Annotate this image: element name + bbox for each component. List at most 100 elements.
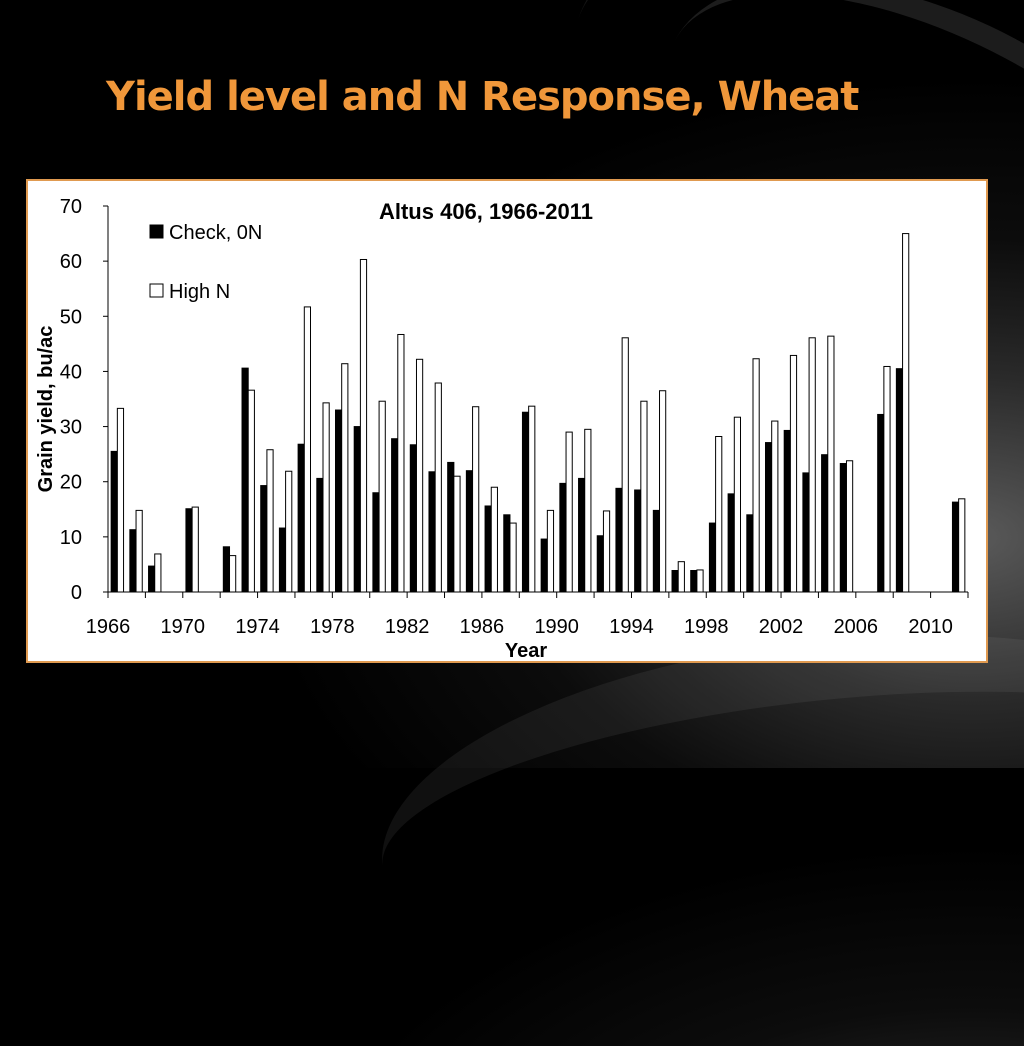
bar-high-n bbox=[584, 428, 592, 593]
bar-high-n bbox=[434, 382, 442, 593]
bar-check bbox=[447, 461, 455, 593]
legend-label-check: Check, 0N bbox=[169, 222, 262, 244]
bar-high-n bbox=[808, 337, 816, 593]
bar-check bbox=[559, 482, 567, 593]
bar-high-n bbox=[229, 555, 237, 593]
bar-check bbox=[671, 569, 679, 593]
y-tick-label: 10 bbox=[60, 527, 82, 549]
x-tick-label: 1994 bbox=[609, 616, 654, 638]
bar-high-n bbox=[845, 460, 854, 593]
bar-high-n bbox=[715, 435, 723, 593]
bars bbox=[110, 233, 966, 593]
bar-check bbox=[316, 477, 324, 593]
bar-high-n bbox=[285, 470, 293, 593]
bar-check bbox=[465, 470, 474, 593]
y-tick-label: 0 bbox=[71, 582, 82, 604]
bar-high-n bbox=[958, 498, 966, 593]
bar-check bbox=[521, 411, 530, 593]
bar-check bbox=[690, 569, 698, 593]
bar-check bbox=[372, 492, 380, 593]
bar-high-n bbox=[696, 569, 704, 593]
bar-check bbox=[746, 514, 754, 593]
bar-high-n bbox=[247, 389, 255, 593]
legend: Check, 0N High N bbox=[149, 222, 262, 303]
y-tick-label: 60 bbox=[60, 251, 82, 273]
bar-high-n bbox=[602, 510, 611, 593]
bar-check bbox=[578, 477, 586, 593]
bar-check bbox=[727, 493, 735, 593]
bar-check bbox=[409, 444, 417, 593]
legend-swatch-high-n bbox=[149, 283, 164, 298]
y-tick-label: 20 bbox=[60, 472, 82, 494]
bar-high-n bbox=[902, 233, 910, 593]
x-tick-label: 1990 bbox=[534, 616, 579, 638]
x-tick-label: 1978 bbox=[310, 616, 355, 638]
bar-check bbox=[764, 442, 773, 593]
bar-high-n bbox=[191, 506, 199, 593]
bar-high-n bbox=[883, 365, 891, 593]
x-tick-label: 1986 bbox=[460, 616, 505, 638]
bar-check bbox=[110, 450, 118, 593]
bar-check bbox=[297, 443, 305, 593]
x-tick-label: 2002 bbox=[759, 616, 804, 638]
bar-high-n bbox=[472, 406, 480, 593]
bar-high-n bbox=[771, 420, 779, 593]
bar-check bbox=[391, 438, 399, 593]
bar-check bbox=[951, 501, 960, 593]
bar-chart: 0 10 20 30 40 50 60 70 1966 1970 1974 1978 1982 1986… bbox=[35, 196, 969, 661]
bar-high-n bbox=[397, 333, 405, 593]
bar-high-n bbox=[659, 390, 667, 593]
chart-title: Altus 406, 1966-2011 bbox=[379, 199, 593, 224]
bar-check bbox=[895, 368, 904, 593]
bar-high-n bbox=[509, 522, 517, 593]
x-tick-label: 1998 bbox=[684, 616, 729, 638]
bar-check bbox=[484, 505, 492, 593]
bar-check bbox=[708, 522, 717, 593]
bar-high-n bbox=[528, 405, 536, 593]
x-tick-label: 1966 bbox=[86, 616, 131, 638]
bar-check bbox=[334, 409, 343, 593]
bar-high-n bbox=[322, 402, 330, 593]
bar-check bbox=[260, 485, 268, 593]
bar-check bbox=[503, 514, 511, 593]
y-axis-label: Grain yield, bu/ac bbox=[35, 326, 57, 493]
chart-frame: 0 10 20 30 40 50 60 70 1966 1970 1974 1978 1982 1986… bbox=[26, 179, 988, 663]
x-axis: 1966 1970 1974 1978 1982 1986 1990 1994 1998 2002… bbox=[86, 591, 969, 638]
bar-check bbox=[634, 489, 642, 593]
legend-label-high-n: High N bbox=[169, 281, 230, 303]
bar-high-n bbox=[415, 358, 424, 593]
bar-high-n bbox=[154, 553, 162, 593]
bar-high-n bbox=[565, 431, 573, 593]
bar-high-n bbox=[490, 486, 498, 593]
bar-check bbox=[278, 527, 287, 593]
bar-check bbox=[222, 546, 231, 593]
bar-high-n bbox=[116, 407, 125, 593]
bar-check bbox=[241, 367, 249, 593]
x-tick-label: 1982 bbox=[385, 616, 430, 638]
bar-high-n bbox=[677, 561, 685, 593]
bar-check bbox=[877, 413, 885, 593]
bar-high-n bbox=[789, 354, 798, 593]
bar-high-n bbox=[378, 400, 386, 593]
bar-high-n bbox=[359, 258, 368, 593]
bar-high-n bbox=[303, 306, 312, 593]
bar-high-n bbox=[341, 363, 349, 593]
bar-high-n bbox=[546, 509, 555, 593]
bar-check bbox=[148, 565, 156, 593]
bar-high-n bbox=[453, 475, 461, 593]
bar-check bbox=[802, 472, 810, 593]
bar-high-n bbox=[621, 337, 629, 593]
legend-swatch-check bbox=[149, 224, 164, 239]
x-axis-label: Year bbox=[505, 640, 547, 661]
bar-check bbox=[839, 463, 847, 593]
bar-check bbox=[596, 535, 604, 593]
x-tick-label: 1970 bbox=[161, 616, 206, 638]
bar-high-n bbox=[135, 509, 143, 593]
bar-high-n bbox=[752, 358, 760, 593]
slide-title: Yield level and N Response, Wheat bbox=[106, 74, 859, 120]
bar-high-n bbox=[827, 335, 835, 593]
y-tick-label: 50 bbox=[60, 306, 82, 328]
y-tick-label: 30 bbox=[60, 417, 82, 439]
y-tick-label: 40 bbox=[60, 361, 82, 383]
y-axis: 0 10 20 30 40 50 60 70 bbox=[60, 196, 109, 604]
